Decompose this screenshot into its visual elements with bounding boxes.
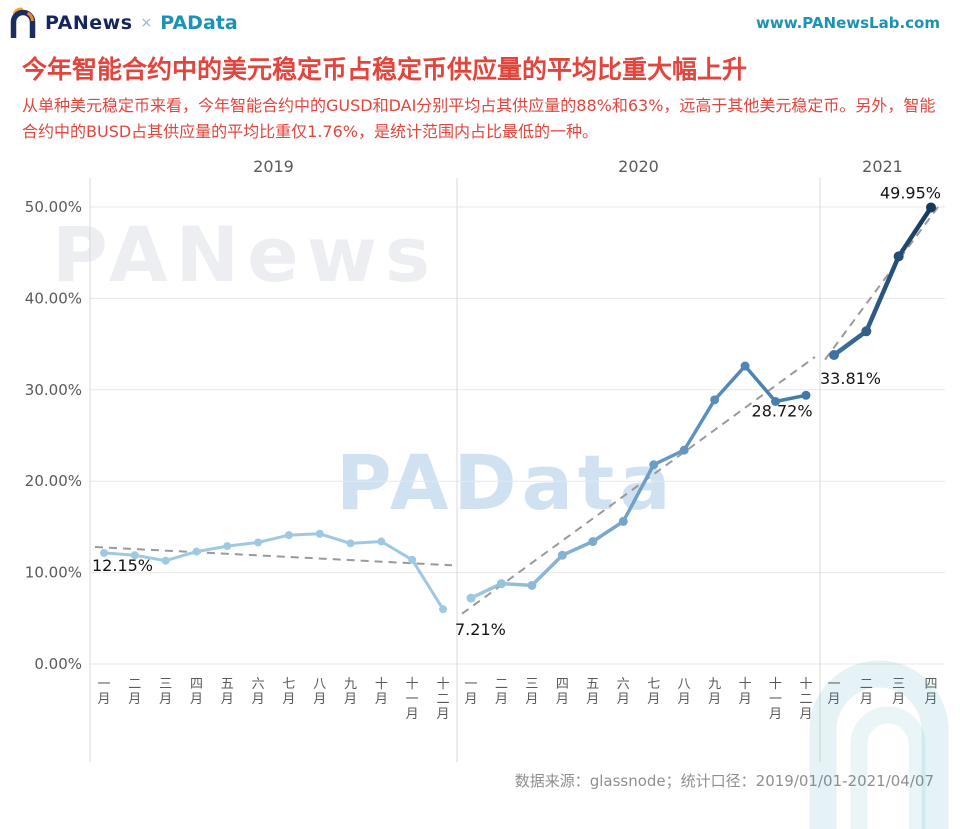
trendline-2019 — [94, 546, 453, 567]
trendline-2021 — [824, 203, 941, 361]
svg-text:30.00%: 30.00% — [25, 381, 82, 399]
page-title: 今年智能合约中的美元稳定币占稳定币供应量的平均比重大幅上升 — [22, 55, 748, 84]
svg-text:七月: 七月 — [647, 677, 660, 707]
svg-text:二月: 二月 — [495, 677, 508, 707]
svg-text:10.00%: 10.00% — [25, 564, 82, 582]
point-label: 33.81% — [820, 369, 881, 388]
svg-text:四月: 四月 — [924, 677, 937, 707]
svg-text:2020: 2020 — [618, 157, 659, 176]
svg-text:一月: 一月 — [827, 677, 840, 707]
svg-text:2021: 2021 — [862, 157, 903, 176]
series-dots-2020 — [466, 361, 811, 603]
svg-text:一月: 一月 — [97, 677, 110, 707]
svg-text:四月: 四月 — [556, 677, 569, 707]
point-label: 12.15% — [92, 556, 153, 575]
series-dots-2021 — [829, 202, 936, 361]
svg-text:七月: 七月 — [282, 677, 295, 707]
series-line-2019 — [102, 532, 445, 611]
website-link[interactable]: www.PANewsLab.com — [756, 14, 940, 32]
chart-area: PANews PAData 0.00% 10.00% 20.00% 30.00% 40.… — [0, 152, 960, 770]
point-label: 28.72% — [752, 402, 813, 421]
brand-separator: × — [140, 15, 153, 31]
gridlines — [90, 206, 945, 665]
svg-text:五月: 五月 — [221, 677, 234, 707]
svg-text:2019: 2019 — [253, 157, 294, 176]
svg-text:九月: 九月 — [708, 677, 721, 707]
point-label: 7.21% — [455, 620, 506, 639]
svg-text:20.00%: 20.00% — [25, 472, 82, 490]
svg-text:八月: 八月 — [678, 677, 691, 707]
svg-text:十二月: 十二月 — [436, 677, 449, 722]
svg-text:40.00%: 40.00% — [25, 290, 82, 308]
svg-text:五月: 五月 — [586, 677, 599, 707]
brand-panews: PANews — [45, 12, 133, 34]
brand-padata: PAData — [160, 12, 238, 34]
svg-text:八月: 八月 — [313, 677, 326, 707]
point-label: 49.95% — [880, 184, 941, 203]
panel-separators — [89, 178, 821, 763]
svg-text:二月: 二月 — [860, 677, 873, 707]
brand: PANews × PAData — [10, 7, 238, 40]
svg-text:四月: 四月 — [190, 677, 203, 707]
data-source: 数据来源：glassnode；统计口径：2019/01/01-2021/04/0… — [514, 772, 934, 791]
svg-text:三月: 三月 — [892, 677, 905, 707]
svg-text:二月: 二月 — [128, 677, 141, 707]
svg-text:十一月: 十一月 — [406, 677, 419, 722]
panews-logo-icon — [10, 7, 36, 38]
svg-text:十月: 十月 — [375, 677, 388, 707]
x-axis-month-labels: 一月二月三月四月五月六月七月八月九月十月十一月十二月一月二月三月四月五月六月七月… — [97, 677, 937, 722]
series-dots-2019 — [100, 529, 447, 614]
svg-text:十月: 十月 — [739, 677, 752, 707]
trendline-2020 — [461, 356, 816, 615]
svg-text:十二月: 十二月 — [799, 677, 812, 722]
svg-text:十一月: 十一月 — [769, 677, 782, 722]
series-line-2020 — [469, 364, 808, 601]
year-labels: 2019 2020 2021 — [253, 157, 903, 176]
series-line-2021 — [831, 205, 934, 358]
svg-text:六月: 六月 — [617, 677, 630, 707]
svg-text:九月: 九月 — [344, 677, 357, 707]
page-subtitle: 从单种美元稳定币来看，今年智能合约中的GUSD和DAI分别平均占其供应量的88%… — [22, 96, 936, 141]
svg-text:0.00%: 0.00% — [34, 655, 82, 673]
svg-text:三月: 三月 — [525, 677, 538, 707]
svg-text:50.00%: 50.00% — [25, 198, 82, 216]
header: PANews × PAData www.PANewsLab.com — [0, 0, 960, 42]
y-axis-labels: 0.00% 10.00% 20.00% 30.00% 40.00% 50.00% — [25, 198, 82, 673]
line-chart-canvas: 0.00%10.00%20.00%30.00%40.00%50.00%2019 2… — [25, 157, 945, 763]
svg-text:一月: 一月 — [464, 677, 477, 707]
svg-text:六月: 六月 — [252, 677, 265, 707]
svg-text:三月: 三月 — [159, 677, 172, 707]
